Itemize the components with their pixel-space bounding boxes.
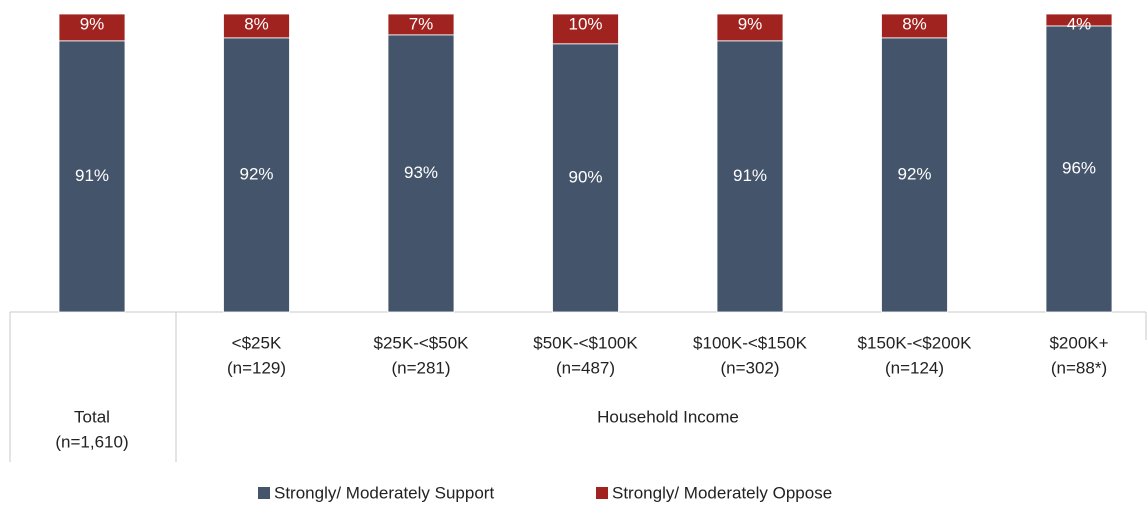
- bar-segment: [552, 43, 619, 313]
- legend-swatch: [596, 487, 608, 499]
- legend-swatch: [258, 487, 270, 499]
- group-label: Household Income: [597, 407, 739, 426]
- x-tick-label: <$25K: [232, 333, 282, 352]
- bar-segment: [223, 13, 290, 39]
- data-label: 10%: [568, 14, 602, 33]
- data-label: 4%: [1067, 14, 1092, 33]
- data-label: 7%: [409, 14, 434, 33]
- data-label: 93%: [404, 163, 438, 182]
- x-tick-label: $25K-<$50K: [374, 333, 470, 352]
- bar-segment: [881, 13, 948, 39]
- bar-segment: [716, 13, 784, 42]
- bar-segment: [387, 34, 455, 313]
- bar-segment: [58, 40, 126, 313]
- bar-segment: [1045, 13, 1113, 27]
- x-tick-label: $50K-<$100K: [533, 333, 638, 352]
- bar-segment: [716, 40, 784, 313]
- x-tick-label: (n=129): [227, 358, 286, 377]
- bar-segment: [387, 13, 455, 36]
- data-label: 90%: [568, 167, 602, 186]
- data-label: 9%: [80, 14, 105, 33]
- x-tick-label: $200K+: [1049, 333, 1108, 352]
- x-tick-label: $150K-<$200K: [858, 333, 973, 352]
- data-label: 9%: [738, 14, 763, 33]
- x-tick-label: (n=88*): [1051, 358, 1107, 377]
- data-label: 96%: [1062, 158, 1096, 177]
- x-tick-label: (n=302): [720, 358, 779, 377]
- data-label: 8%: [902, 14, 927, 33]
- data-label: 92%: [897, 164, 931, 183]
- legend-label: Strongly/ Moderately Support: [274, 483, 494, 502]
- data-label: 8%: [244, 14, 269, 33]
- x-tick-label: (n=281): [391, 358, 450, 377]
- x-tick-label: Total: [74, 407, 110, 426]
- x-tick-label: (n=487): [556, 358, 615, 377]
- x-tick-label: $100K-<$150K: [693, 333, 808, 352]
- data-label: 92%: [239, 164, 273, 183]
- bar-segment: [223, 37, 290, 313]
- data-label: 91%: [733, 166, 767, 185]
- x-tick-label: (n=124): [885, 358, 944, 377]
- data-label: 91%: [75, 166, 109, 185]
- bar-segment: [552, 13, 619, 45]
- bar-segment: [58, 13, 126, 42]
- bar-segment: [1045, 25, 1113, 313]
- x-tick-label: (n=1,610): [55, 432, 128, 451]
- legend-label: Strongly/ Moderately Oppose: [612, 483, 832, 502]
- bar-segment: [881, 37, 948, 313]
